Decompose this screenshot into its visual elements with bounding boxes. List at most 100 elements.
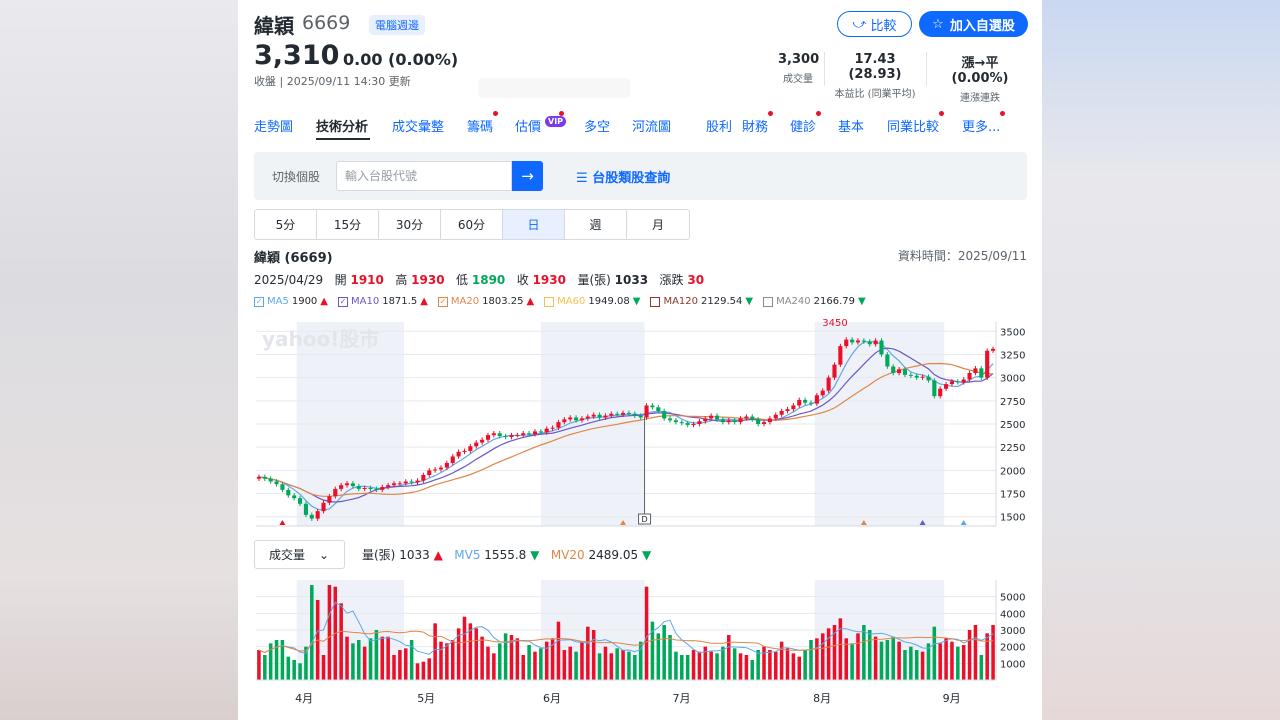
volume-bar xyxy=(433,623,437,680)
price-tick-label: 3000 xyxy=(1000,374,1025,385)
tab-2[interactable]: 成交彙整 xyxy=(392,120,445,135)
candle xyxy=(714,415,720,420)
ma-toggle-2[interactable]: ✓ MA20 1803.25 ▲ xyxy=(437,296,535,307)
volume-bar xyxy=(727,635,731,680)
candle xyxy=(961,379,966,383)
candle xyxy=(509,435,514,437)
tab-8[interactable]: 財務 xyxy=(742,120,769,135)
volume-bar xyxy=(973,625,978,680)
candle xyxy=(685,423,690,425)
tab-10[interactable]: 基本 xyxy=(838,120,865,135)
tab-3[interactable]: 籌碼 xyxy=(467,120,494,135)
candle xyxy=(421,475,426,481)
volume-bar xyxy=(439,641,443,680)
period-3[interactable]: 60分 xyxy=(441,210,503,239)
category-query-link[interactable]: ☰ 台股類股查詢 xyxy=(576,171,671,186)
candle xyxy=(286,489,291,496)
period-6[interactable]: 月 xyxy=(651,218,664,232)
volume-bar xyxy=(779,641,784,680)
tab-0[interactable]: 走勢圖 xyxy=(254,120,294,135)
volume-tick-label: 3000 xyxy=(1000,626,1025,637)
volume-bar xyxy=(903,650,907,680)
candle xyxy=(433,469,438,471)
volume-bar xyxy=(932,626,937,680)
price-tick-label: 3250 xyxy=(1000,350,1025,361)
volume-bar xyxy=(885,640,890,680)
volume-bar xyxy=(550,638,555,680)
notification-dot-icon xyxy=(559,111,564,116)
candle xyxy=(568,417,573,420)
candle xyxy=(732,420,737,423)
period-0[interactable]: 5分 xyxy=(255,210,317,239)
volume-bar xyxy=(838,618,843,680)
volume-bar xyxy=(404,648,408,680)
mv20-line xyxy=(258,630,994,654)
volume-bar xyxy=(362,646,367,680)
tab-7[interactable]: 股利 xyxy=(706,120,733,135)
checkbox-icon: ✓ xyxy=(254,296,264,307)
volume-bar xyxy=(386,636,390,680)
volume-chart[interactable]: 5000 4000 3000 2000 1000 4月 5月 6月 7月 8月 9月 xyxy=(238,576,1042,716)
price-chart[interactable]: 3500 3250 3000 2750 2500 2250 2000 1750 1500 yaho… xyxy=(238,318,1042,530)
volume-tick-label: 2000 xyxy=(1000,643,1025,654)
volume-bar xyxy=(768,650,772,680)
tab-6[interactable]: 河流圖 xyxy=(632,120,672,135)
chevron-down-icon: ⌄ xyxy=(319,547,330,562)
month-label: 5月 xyxy=(417,692,435,705)
signal-triangle-icon xyxy=(960,520,967,525)
compare-button[interactable]: ⤻ 比較 xyxy=(837,11,912,37)
candle xyxy=(861,340,866,342)
period-2[interactable]: 30分 xyxy=(379,210,441,239)
tab-1[interactable]: 技術分析 xyxy=(316,120,369,135)
volume-bar xyxy=(756,650,760,680)
ghost-overlay xyxy=(478,78,630,98)
ma-toggle-0[interactable]: ✓ MA5 1900 ▲ xyxy=(254,296,328,307)
volume-bar xyxy=(304,646,308,680)
price-tick-label: 1500 xyxy=(1000,513,1025,524)
ma-toggle-5[interactable]: MA240 2166.79 ▼ xyxy=(763,296,866,307)
period-4[interactable]: 日 xyxy=(503,210,565,239)
candle xyxy=(579,418,585,421)
volume-bar xyxy=(938,643,942,680)
candle xyxy=(450,456,455,463)
volume-bar xyxy=(820,633,825,680)
tab-11[interactable]: 同業比較 xyxy=(887,120,940,135)
stock-code-input[interactable] xyxy=(336,161,512,191)
period-1[interactable]: 15分 xyxy=(317,210,379,239)
volume-bar xyxy=(556,621,561,680)
ma-toggle-1[interactable]: ✓ MA10 1871.5 ▲ xyxy=(338,296,428,307)
candle xyxy=(691,424,696,425)
section-tabs: 走勢圖 技術分析 成交彙整 籌碼 估價 VIP 多空 河流圖 股利 財務 健診 基本 同業比較 更多... xyxy=(254,110,1034,140)
candle xyxy=(926,376,931,381)
price-tick-label: 2250 xyxy=(1000,443,1025,454)
volume-bar xyxy=(815,638,819,680)
candle xyxy=(779,411,784,415)
industry-badge[interactable]: 電腦週邊 xyxy=(369,15,425,35)
period-5[interactable]: 週 xyxy=(565,210,627,239)
search-submit-button[interactable]: → xyxy=(512,161,543,191)
volume-bar xyxy=(286,656,291,680)
candle xyxy=(826,377,831,391)
volume-bar xyxy=(638,641,643,680)
candle xyxy=(902,369,908,375)
volume-bar xyxy=(785,648,790,680)
volume-tick-label: 5000 xyxy=(1000,593,1025,604)
tab-9[interactable]: 健診 xyxy=(790,120,817,135)
candle xyxy=(720,419,725,423)
candle xyxy=(386,485,391,488)
tab-4[interactable]: 估價 xyxy=(515,120,542,135)
price-tick-label: 2000 xyxy=(1000,466,1025,477)
arrow-right-icon: → xyxy=(521,167,534,185)
volume-bar xyxy=(909,646,913,680)
tab-5[interactable]: 多空 xyxy=(584,120,611,135)
volume-bar xyxy=(662,625,666,680)
indicator-select[interactable]: 成交量 ⌄ xyxy=(254,540,345,569)
ma-toggle-4[interactable]: MA120 2129.54 ▼ xyxy=(650,296,753,307)
candle xyxy=(374,488,379,490)
tab-12[interactable]: 更多... xyxy=(962,120,1001,135)
ma-toggle-3[interactable]: MA60 1949.08 ▼ xyxy=(544,296,640,307)
volume-bar xyxy=(685,655,690,680)
candle xyxy=(274,481,279,485)
volume-bar xyxy=(850,643,854,680)
add-watchlist-button[interactable]: ☆ 加入自選股 xyxy=(919,11,1028,37)
